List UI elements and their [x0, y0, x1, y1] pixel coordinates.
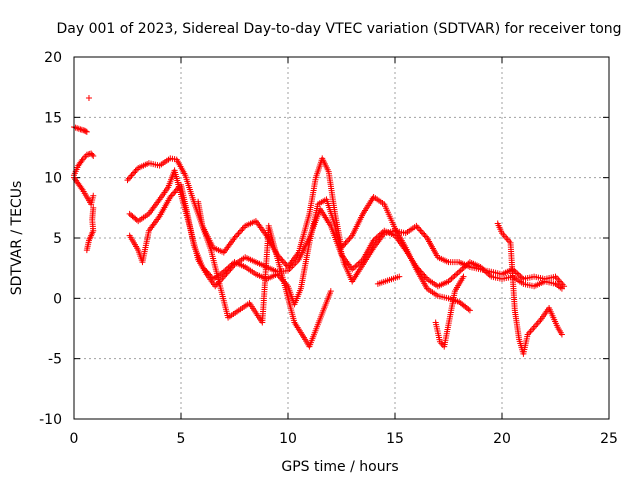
- data-point: [558, 331, 565, 338]
- data-point: [236, 228, 243, 235]
- data-point: [90, 152, 97, 159]
- data-point: [127, 174, 134, 181]
- data-point: [417, 227, 424, 234]
- y-tick-label: 15: [44, 110, 62, 126]
- data-point: [343, 238, 350, 245]
- y-tick-label: 10: [44, 171, 62, 187]
- plot-frame: [73, 56, 610, 420]
- y-tick-label: -5: [48, 352, 62, 368]
- x-tick-label: 10: [279, 431, 297, 447]
- data-points: [71, 95, 568, 357]
- chart-title: Day 001 of 2023, Sidereal Day-to-day VTE…: [56, 21, 621, 37]
- x-tick-label: 20: [493, 431, 511, 447]
- x-tick-label: 5: [177, 431, 186, 447]
- data-point: [448, 275, 455, 282]
- data-point: [85, 95, 92, 102]
- data-point: [235, 230, 242, 237]
- y-tick-label: 0: [53, 291, 62, 307]
- x-tick-label: 25: [600, 431, 618, 447]
- x-tick-label: 0: [70, 431, 79, 447]
- data-point: [90, 192, 97, 199]
- data-point: [131, 169, 138, 176]
- data-point: [450, 274, 457, 281]
- data-point: [396, 273, 403, 280]
- data-point: [82, 128, 89, 135]
- data-point: [420, 230, 427, 237]
- data-point: [418, 228, 425, 235]
- x-axis-label: GPS time / hours: [281, 459, 398, 475]
- data-point: [278, 256, 285, 263]
- x-tick-labels: 0 5 10 15 20 25: [70, 431, 618, 447]
- y-axis-label: SDTVAR / TECUs: [9, 181, 25, 296]
- data-point: [352, 263, 359, 270]
- data-point: [457, 267, 464, 274]
- data-point: [238, 227, 245, 234]
- data-point: [169, 190, 176, 197]
- data-point: [421, 231, 428, 238]
- data-point: [456, 268, 463, 275]
- data-point: [234, 231, 241, 238]
- grid-lines: [73, 56, 610, 420]
- data-point: [414, 224, 421, 231]
- y-tick-label: -10: [39, 412, 62, 428]
- data-point: [451, 272, 458, 279]
- data-point: [90, 204, 97, 211]
- x-tick-label: 15: [386, 431, 404, 447]
- data-point: [132, 168, 139, 175]
- data-point: [125, 175, 132, 182]
- data-point: [466, 307, 473, 314]
- data-point: [561, 283, 568, 290]
- y-tick-label: 20: [44, 50, 62, 66]
- data-point: [129, 171, 136, 178]
- data-point: [454, 270, 461, 277]
- data-point: [327, 288, 334, 295]
- data-point: [89, 151, 96, 158]
- data-point: [453, 271, 460, 278]
- y-tick-labels: -10 -5 0 5 10 15 20: [39, 50, 62, 428]
- data-point: [346, 235, 353, 242]
- data-point: [83, 128, 90, 135]
- data-point: [239, 225, 246, 232]
- data-point: [353, 262, 360, 269]
- data-point: [171, 189, 178, 196]
- y-tick-label: 5: [53, 231, 62, 247]
- data-point: [460, 273, 467, 280]
